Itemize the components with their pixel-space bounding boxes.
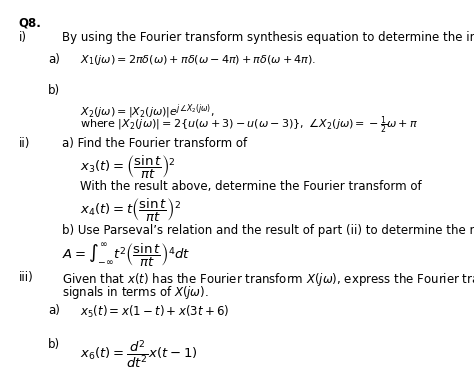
Text: $x_5(t) = x(1-t) + x(3t+6)$: $x_5(t) = x(1-t) + x(3t+6)$: [80, 304, 229, 320]
Text: $A = \int_{-\infty}^{\infty} t^2\left(\dfrac{\sin t}{\pi t}\right)^4 dt$: $A = \int_{-\infty}^{\infty} t^2\left(\d…: [62, 241, 190, 269]
Text: Q8.: Q8.: [18, 17, 41, 30]
Text: i): i): [18, 31, 27, 44]
Text: a): a): [48, 304, 60, 317]
Text: a) Find the Fourier transform of: a) Find the Fourier transform of: [62, 137, 247, 150]
Text: b): b): [48, 338, 60, 351]
Text: $x_6(t) = \dfrac{d^2}{dt^2}x(t-1)$: $x_6(t) = \dfrac{d^2}{dt^2}x(t-1)$: [80, 338, 198, 370]
Text: b) Use Parseval’s relation and the result of part (ii) to determine the numerica: b) Use Parseval’s relation and the resul…: [62, 224, 474, 237]
Text: $x_4(t) = t\left(\dfrac{\sin t}{\pi t}\right)^2$: $x_4(t) = t\left(\dfrac{\sin t}{\pi t}\r…: [80, 197, 181, 225]
Text: With the result above, determine the Fourier transform of: With the result above, determine the Fou…: [80, 180, 422, 193]
Text: signals in terms of $X(j\omega)$.: signals in terms of $X(j\omega)$.: [62, 284, 209, 301]
Text: a): a): [48, 53, 60, 66]
Text: iii): iii): [18, 271, 33, 284]
Text: ii): ii): [18, 137, 30, 150]
Text: $X_1(j\omega) = 2\pi\delta(\omega) + \pi\delta(\omega - 4\pi) + \pi\delta(\omega: $X_1(j\omega) = 2\pi\delta(\omega) + \pi…: [80, 53, 316, 67]
Text: By using the Fourier transform synthesis equation to determine the inverse Fouri: By using the Fourier transform synthesis…: [62, 31, 474, 44]
Text: Given that $x(t)$ has the Fourier transform $X(j\omega)$, express the Fourier tr: Given that $x(t)$ has the Fourier transf…: [62, 271, 474, 288]
Text: $x_3(t) = \left(\dfrac{\sin t}{\pi t}\right)^2$: $x_3(t) = \left(\dfrac{\sin t}{\pi t}\ri…: [80, 154, 176, 180]
Text: b): b): [48, 84, 60, 97]
Text: where $|X_2(j\omega)| = 2\{u(\omega+3) - u(\omega-3)\},\ \angle X_2(j\omega) = -: where $|X_2(j\omega)| = 2\{u(\omega+3) -…: [80, 115, 418, 136]
Text: $X_2(j\omega) = |X_2(j\omega)|e^{j\angle X_2(j\omega)},$: $X_2(j\omega) = |X_2(j\omega)|e^{j\angle…: [80, 102, 215, 120]
